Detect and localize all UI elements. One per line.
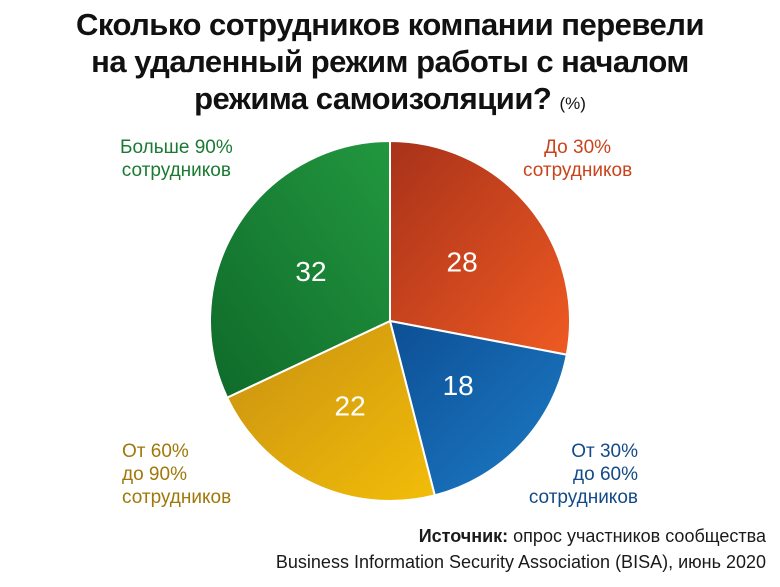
pie-value-labels: 28 18 22 32	[295, 246, 477, 421]
slice-label-line: сотрудников	[523, 160, 633, 181]
chart-title: Сколько сотрудников компании перевели на…	[0, 6, 780, 122]
pie-outline	[209, 140, 571, 502]
source-note: Источник: опрос участников сообщества Bu…	[276, 523, 766, 575]
slice-label-line: сотрудников	[528, 487, 638, 508]
title-line-3: режима самоизоляции? (%)	[0, 80, 780, 122]
slice-value-up-to-30: 28	[447, 246, 478, 277]
slice-label-line: Больше 90%	[120, 137, 233, 158]
title-line-2: на удаленный режим работы с началом	[91, 44, 689, 79]
title-line-3-text: режима самоизоляции?	[194, 81, 552, 116]
slice-label-60-to-90: От 60% до 90% сотрудников	[122, 440, 231, 509]
slice-label-line: От 30%	[571, 441, 638, 462]
source-text: опрос участников сообщества	[513, 526, 766, 546]
slice-label-line: до 60%	[573, 464, 638, 485]
slice-value-60-to-90: 22	[335, 391, 366, 422]
slice-label-line: От 60%	[122, 441, 189, 462]
source-line-1: Источник: опрос участников сообщества	[276, 523, 766, 549]
source-line-2: Business Information Security Associatio…	[275, 552, 766, 572]
slice-label-over-90: Больше 90% сотрудников	[120, 136, 233, 182]
slice-label-line: до 90%	[122, 464, 187, 485]
slice-label-line: сотрудников	[122, 487, 232, 508]
slice-value-over-90: 32	[295, 256, 326, 287]
title-line-1: Сколько сотрудников компании перевели	[75, 7, 705, 42]
slice-label-line: сотрудников	[121, 160, 231, 181]
slice-value-30-to-60: 18	[443, 370, 474, 401]
pie-slices	[209, 139, 571, 502]
title-unit: (%)	[559, 94, 586, 113]
slice-label-line: До 30%	[544, 137, 612, 158]
slice-label-30-to-60: От 30% до 60% сотрудников	[524, 440, 638, 509]
source-label: Источник:	[418, 526, 509, 546]
slice-label-up-to-30: До 30% сотрудников	[523, 136, 632, 182]
